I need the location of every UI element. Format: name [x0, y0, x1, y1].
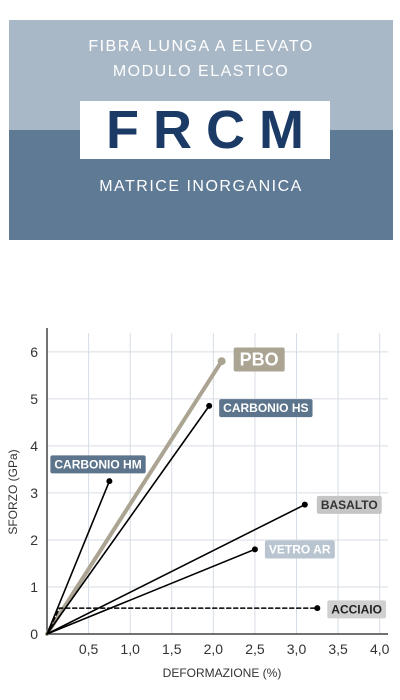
series-endpoint-vetro-ar	[251, 546, 258, 553]
series-label-text: CARBONIO HM	[54, 457, 141, 471]
series-label-bg	[219, 399, 313, 418]
y-tick-label: 0	[30, 626, 38, 642]
series-label-text: VETRO AR	[269, 543, 331, 557]
series-line-acciaio	[46, 607, 319, 635]
series-label-pbo: PBO	[233, 347, 285, 372]
series-endpoint-basalto	[301, 501, 308, 508]
series-label-bg	[233, 347, 285, 372]
x-tick-label: 4,0	[370, 641, 390, 657]
series-label-vetro-ar: VETRO AR	[264, 540, 335, 559]
x-tick-label: 1,5	[162, 641, 182, 657]
series-line-pbo	[45, 359, 224, 636]
series-label-acciaio: ACCIAIO	[327, 600, 386, 619]
stress-strain-chart: 0,5 1,0 1,5 2,0 2,5 3,0 3,5 4,0 0 1 2 3 4 5 6 PBO CARBO…	[6, 328, 390, 680]
header-line-1: FIBRA LUNGA A ELEVATO	[88, 38, 314, 55]
series-label-bg	[327, 600, 386, 619]
header-line-2: MODULO ELASTICO	[112, 63, 290, 80]
series-label-text: ACCIAIO	[331, 602, 382, 616]
x-tick-label: 3,0	[287, 641, 307, 657]
x-tick-label: 0,5	[79, 641, 99, 657]
series-label-text: PBO	[240, 350, 279, 370]
x-tick-label: 3,5	[328, 641, 348, 657]
chart-series	[45, 357, 321, 636]
y-tick-label: 4	[30, 438, 38, 454]
y-axis-title: SFORZO (GPa)	[6, 449, 20, 534]
x-axis-title: DEFORMAZIONE (%)	[163, 666, 282, 680]
series-label-carbonio-hm: CARBONIO HM	[50, 455, 146, 474]
series-label-text: CARBONIO HS	[223, 401, 308, 415]
chart-grid	[47, 333, 388, 634]
series-endpoint-carbonio-hm	[106, 478, 113, 485]
chart-series-labels: PBO CARBONIO HS CARBONIO HM BASALTO VETRO AR…	[50, 347, 386, 619]
series-label-bg	[316, 495, 382, 514]
header-subtitle: MATRICE INORGANICA	[99, 178, 303, 195]
series-line-carbonio-hs	[46, 405, 210, 635]
series-label-text: BASALTO	[321, 498, 378, 512]
series-line-basalto	[46, 503, 306, 635]
series-line-carbonio-hm	[46, 480, 111, 635]
x-tick-label: 2,5	[245, 641, 265, 657]
y-tick-label: 1	[30, 579, 38, 595]
series-label-basalto: BASALTO	[316, 495, 382, 514]
x-tick-label: 1,0	[120, 641, 140, 657]
chart-axes	[46, 328, 388, 635]
series-label-carbonio-hs: CARBONIO HS	[219, 399, 313, 418]
series-endpoint-carbonio-hs	[206, 402, 213, 409]
series-endpoint-acciaio	[314, 605, 321, 612]
x-tick-label: 2,0	[204, 641, 224, 657]
y-tick-label: 2	[30, 532, 38, 548]
y-tick-label: 3	[30, 485, 38, 501]
brand-box: FRCM	[80, 101, 330, 159]
series-endpoint-pbo	[217, 357, 226, 366]
y-tick-label: 6	[30, 344, 38, 360]
series-label-bg	[50, 455, 146, 474]
brand-title: FRCM	[106, 100, 318, 160]
series-label-bg	[264, 540, 335, 559]
chart-ticks: 0,5 1,0 1,5 2,0 2,5 3,0 3,5 4,0 0 1 2 3 4 5 6	[30, 344, 389, 657]
y-tick-label: 5	[30, 391, 38, 407]
series-line-vetro-ar	[46, 548, 256, 635]
